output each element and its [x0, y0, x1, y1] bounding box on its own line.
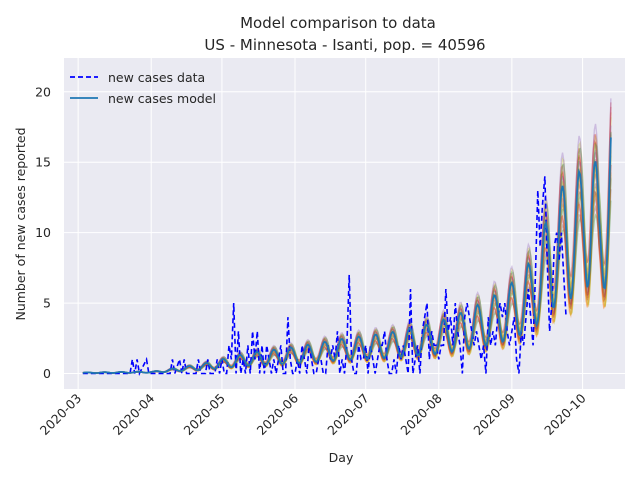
plot-area: [64, 58, 625, 389]
y-axis-ticks: 0 5 10 15 20: [35, 84, 51, 381]
x-tick-label: 2020-04: [110, 390, 158, 438]
x-axis-label: Day: [329, 450, 354, 465]
x-tick-label: 2020-03: [37, 391, 85, 439]
x-tick-label: 2020-05: [181, 391, 229, 439]
x-axis-ticks: 2020-03 2020-04 2020-05 2020-06 2020-07 2020-…: [37, 390, 589, 438]
x-tick-label: 2020-07: [324, 391, 372, 439]
legend-label-model: new cases model: [108, 91, 216, 106]
y-tick-label: 10: [35, 225, 51, 240]
x-tick-label: 2020-08: [397, 390, 445, 438]
x-tick-label: 2020-09: [470, 390, 518, 438]
gridlines: [64, 58, 625, 389]
series-layer: [82, 137, 612, 377]
series-new-cases-model: [82, 137, 612, 374]
x-tick-label: 2020-06: [254, 390, 302, 438]
y-tick-label: 20: [35, 84, 51, 99]
x-tick-label: 2020-10: [541, 390, 589, 438]
chart-subtitle: US - Minnesota - Isanti, pop. = 40596: [204, 36, 485, 54]
y-axis-label: Number of new cases reported: [13, 127, 28, 320]
y-tick-label: 0: [43, 366, 51, 381]
chart-title: Model comparison to data: [240, 14, 436, 32]
y-tick-label: 5: [43, 296, 51, 311]
legend-label-data: new cases data: [108, 70, 205, 85]
y-tick-label: 15: [35, 155, 51, 170]
legend: new cases data new cases model: [70, 70, 216, 106]
